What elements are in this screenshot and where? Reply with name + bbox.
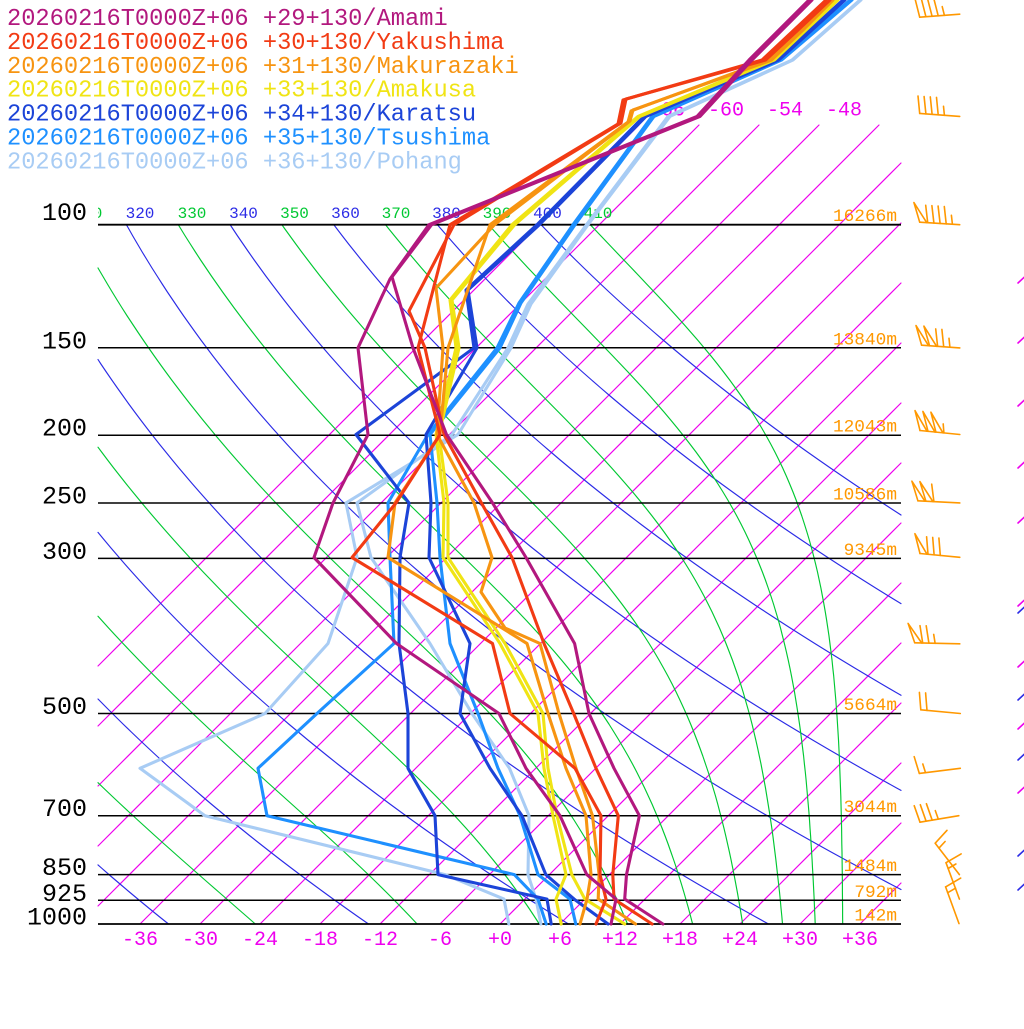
- svg-text:+0: +0: [488, 929, 512, 952]
- svg-text:250: 250: [42, 483, 87, 512]
- svg-text:340: 340: [229, 205, 258, 223]
- svg-text:13840m: 13840m: [833, 330, 897, 350]
- svg-text:-30: -30: [182, 929, 218, 952]
- svg-text:142m: 142m: [854, 907, 897, 927]
- svg-text:-48: -48: [826, 100, 862, 123]
- svg-text:16266m: 16266m: [833, 207, 897, 227]
- svg-text:925: 925: [42, 880, 87, 909]
- svg-text:150: 150: [42, 327, 87, 356]
- svg-text:20260216T0000Z+06 +29+130/Amam: 20260216T0000Z+06 +29+130/Amami: [7, 6, 448, 33]
- svg-text:330: 330: [178, 205, 207, 223]
- svg-text:+12: +12: [602, 929, 638, 952]
- svg-text:300: 300: [42, 538, 87, 567]
- svg-text:1484m: 1484m: [844, 857, 897, 877]
- svg-text:100: 100: [42, 199, 87, 228]
- svg-text:20260216T0000Z+06 +33+130/Amak: 20260216T0000Z+06 +33+130/Amakusa: [7, 78, 476, 105]
- svg-text:12043m: 12043m: [833, 418, 897, 438]
- svg-text:20260216T0000Z+06 +31+130/Maku: 20260216T0000Z+06 +31+130/Makurazaki: [7, 54, 519, 81]
- svg-text:-12: -12: [362, 929, 398, 952]
- svg-text:20260216T0000Z+06 +34+130/Kara: 20260216T0000Z+06 +34+130/Karatsu: [7, 102, 476, 129]
- svg-text:-18: -18: [302, 929, 338, 952]
- svg-text:200: 200: [42, 415, 87, 444]
- svg-text:-54: -54: [767, 100, 803, 123]
- svg-text:320: 320: [126, 205, 155, 223]
- svg-text:+18: +18: [662, 929, 698, 952]
- svg-text:+30: +30: [782, 929, 818, 952]
- svg-text:500: 500: [42, 693, 87, 722]
- svg-text:-24: -24: [242, 929, 278, 952]
- svg-text:1000: 1000: [27, 904, 87, 933]
- svg-text:-36: -36: [122, 929, 158, 952]
- svg-text:360: 360: [331, 205, 360, 223]
- svg-text:350: 350: [280, 205, 309, 223]
- svg-text:-60: -60: [708, 100, 744, 123]
- svg-text:+24: +24: [722, 929, 758, 952]
- svg-text:+36: +36: [842, 929, 878, 952]
- svg-text:+6: +6: [548, 929, 572, 952]
- svg-text:370: 370: [382, 205, 411, 223]
- svg-text:3044m: 3044m: [844, 798, 897, 818]
- svg-text:5664m: 5664m: [844, 696, 897, 716]
- svg-text:310: 310: [74, 205, 103, 223]
- svg-text:700: 700: [42, 795, 87, 824]
- svg-text:850: 850: [42, 854, 87, 883]
- svg-text:20260216T0000Z+06 +35+130/Tsus: 20260216T0000Z+06 +35+130/Tsushima: [7, 126, 490, 153]
- svg-text:20260216T0000Z+06 +36+130/Poha: 20260216T0000Z+06 +36+130/Pohang: [7, 149, 462, 176]
- svg-text:20260216T0000Z+06 +30+130/Yaku: 20260216T0000Z+06 +30+130/Yakushima: [7, 30, 505, 57]
- svg-text:9345m: 9345m: [844, 541, 897, 561]
- svg-text:10586m: 10586m: [833, 486, 897, 506]
- svg-text:792m: 792m: [854, 883, 897, 903]
- svg-text:-6: -6: [428, 929, 452, 952]
- svg-text:380: 380: [432, 205, 461, 223]
